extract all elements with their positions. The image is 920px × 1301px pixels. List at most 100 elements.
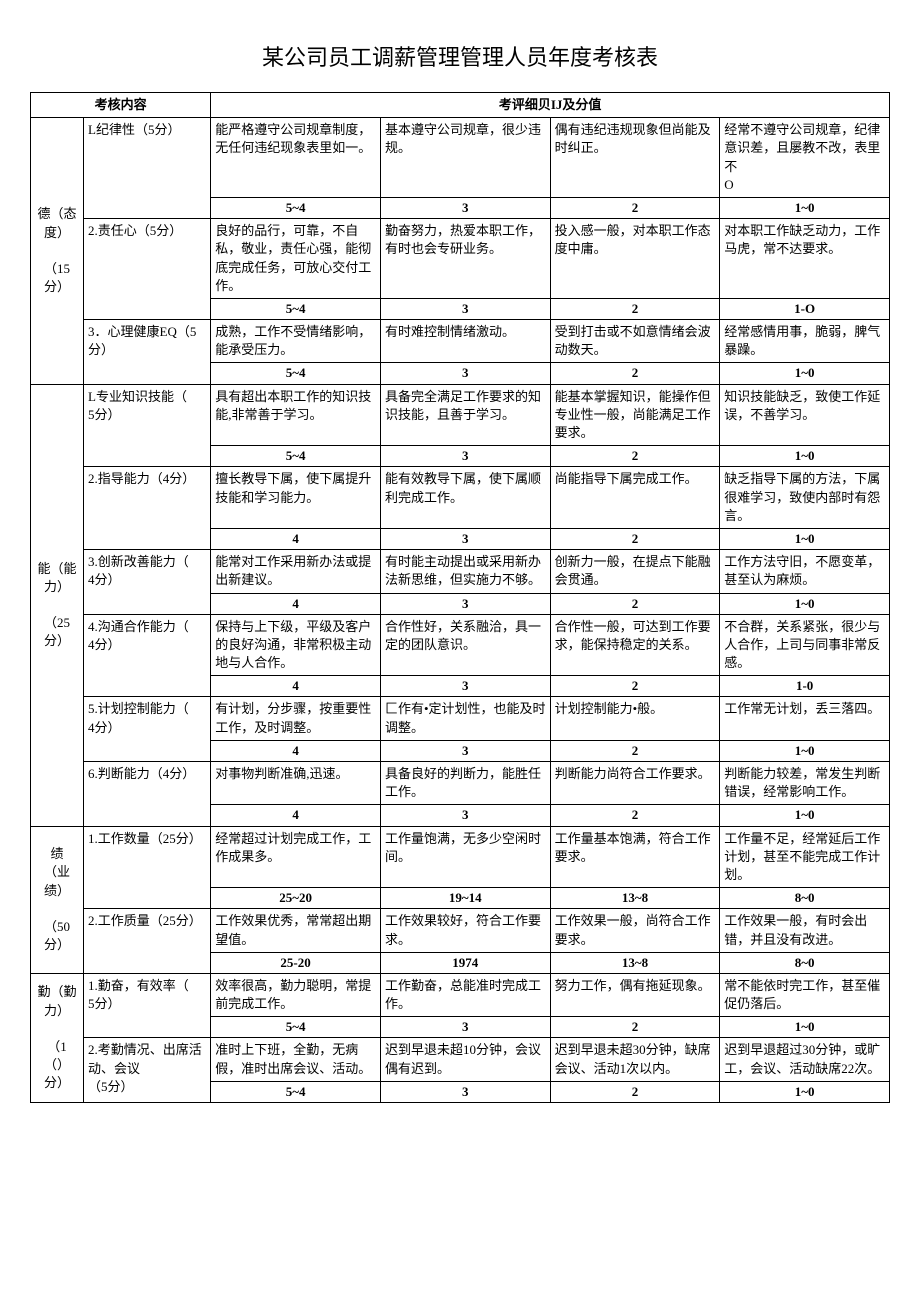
criteria-cell: 对事物判断准确,迅速。 [211,762,381,805]
score-cell: 3 [380,197,550,218]
score-cell: 19~14 [380,888,550,909]
criteria-cell: 工作方法守旧，不愿变革，甚至认为麻烦。 [720,550,890,593]
score-cell: 3 [380,528,550,549]
criteria-cell: 擅长教导下属，使下属提升技能和学习能力。 [211,467,381,529]
criteria-cell: 工作效果一般，有时会出错，并且没有改进。 [720,909,890,952]
header-detail: 考评细贝IJ及分值 [211,93,890,118]
score-cell: 3 [380,676,550,697]
criteria-cell: 工作常无计划，丢三落四。 [720,697,890,740]
category-cell: 勤（勤力） （1（） 分） [31,973,84,1102]
category-cell: 德（态度） （15 分） [31,118,84,384]
page-title: 某公司员工调薪管理管理人员年度考核表 [30,40,890,72]
criteria-cell: 经常不遵守公司规章，纪律意识差，且屡教不改，表里不 O [720,118,890,198]
score-cell: 2 [550,298,720,319]
criteria-cell: 经常超过计划完成工作，工作成果多。 [211,826,381,888]
criteria-cell: 迟到早退未超30分钟，缺席会议、活动1次以内。 [550,1038,720,1081]
criteria-cell: 基本遵守公司规章，很少违规。 [380,118,550,198]
score-cell: 1~0 [720,446,890,467]
score-cell: 4 [211,528,381,549]
score-cell: 2 [550,740,720,761]
criteria-cell: 有计划，分步骤，按重要性工作，及时调整。 [211,697,381,740]
score-cell: 5~4 [211,298,381,319]
criteria-cell: 工作勤奋，总能准时完成工作。 [380,973,550,1016]
assessment-table: 考核内容考评细贝IJ及分值德（态度） （15 分）L纪律性（5分）能严格遵守公司… [30,92,890,1103]
criteria-cell: 不合群，关系紧张，很少与人合作，上司与同事非常反感。 [720,614,890,676]
criteria-cell: 合作性一般，可达到工作要求，能保持稳定的关系。 [550,614,720,676]
score-cell: 1~0 [720,197,890,218]
score-cell: 4 [211,676,381,697]
score-cell: 1~0 [720,740,890,761]
criteria-cell: 经常感情用事，脆弱，脾气暴躁。 [720,320,890,363]
score-cell: 25~20 [211,888,381,909]
score-cell: 1-0 [720,676,890,697]
score-cell: 5~4 [211,1017,381,1038]
score-cell: 2 [550,593,720,614]
item-cell: 2.考勤情况、出席活动、会议 （5分） [84,1038,211,1103]
score-cell: 2 [550,363,720,384]
criteria-cell: 工作量饱满，无多少空闲时间。 [380,826,550,888]
item-cell: 1.工作数量（25分） [84,826,211,909]
score-cell: 2 [550,528,720,549]
criteria-cell: 偶有违纪违规现象但尚能及时纠正。 [550,118,720,198]
score-cell: 1~0 [720,1017,890,1038]
criteria-cell: 迟到早退未超10分钟，会议偶有迟到。 [380,1038,550,1081]
criteria-cell: 工作量不足，经常延后工作计划，甚至不能完成工作计划。 [720,826,890,888]
criteria-cell: 具有超出本职工作的知识技能,非常善于学习。 [211,384,381,446]
item-cell: 3．心理健康EQ（5 分） [84,320,211,385]
score-cell: 5~4 [211,197,381,218]
item-cell: 6.判断能力（4分） [84,762,211,827]
score-cell: 13~8 [550,952,720,973]
score-cell: 2 [550,805,720,826]
score-cell: 1~0 [720,528,890,549]
item-cell: 1.勤奋，有效率（ 5分） [84,973,211,1038]
criteria-cell: 判断能力尚符合工作要求。 [550,762,720,805]
score-cell: 3 [380,1081,550,1102]
score-cell: 2 [550,197,720,218]
score-cell: 1974 [380,952,550,973]
score-cell: 1~0 [720,363,890,384]
score-cell: 3 [380,446,550,467]
criteria-cell: 能常对工作采用新办法或提出新建议。 [211,550,381,593]
criteria-cell: 工作效果一般，尚符合工作要求。 [550,909,720,952]
item-cell: 2.工作质量（25分） [84,909,211,974]
criteria-cell: 工作效果较好，符合工作要求。 [380,909,550,952]
item-cell: L纪律性（5分） [84,118,211,219]
score-cell: 2 [550,446,720,467]
score-cell: 3 [380,1017,550,1038]
criteria-cell: 具备良好的判断力，能胜任工作。 [380,762,550,805]
criteria-cell: 具备完全满足工作要求的知识技能，且善于学习。 [380,384,550,446]
criteria-cell: 能严格遵守公司规章制度，无任何违纪现象表里如一。 [211,118,381,198]
criteria-cell: 工作效果优秀，常常超出期望值。 [211,909,381,952]
criteria-cell: 合作性好，关系融洽，具一定的团队意识。 [380,614,550,676]
score-cell: 3 [380,805,550,826]
item-cell: 2.指导能力（4分） [84,467,211,550]
score-cell: 3 [380,363,550,384]
item-cell: 3.创新改善能力（ 4分） [84,550,211,615]
score-cell: 5~4 [211,363,381,384]
score-cell: 8~0 [720,952,890,973]
criteria-cell: 创新力一般，在提点下能融会贯通。 [550,550,720,593]
score-cell: 4 [211,740,381,761]
score-cell: 2 [550,1081,720,1102]
criteria-cell: 迟到早退超过30分钟，或旷工，会议、活动缺席22次。 [720,1038,890,1081]
score-cell: 5~4 [211,446,381,467]
item-cell: 4.沟通合作能力（ 4分） [84,614,211,697]
category-cell: 能（能力） （25 分） [31,384,84,826]
criteria-cell: 有时难控制情绪激动。 [380,320,550,363]
score-cell: 3 [380,740,550,761]
criteria-cell: 良好的品行，可靠，不自私，敬业，责任心强，能彻底完成任务，可放心交付工作。 [211,219,381,299]
item-cell: L专业知识技能（ 5分） [84,384,211,467]
category-cell: 绩 （业 绩） （50 分） [31,826,84,973]
score-cell: 8~0 [720,888,890,909]
criteria-cell: 计划控制能力•般。 [550,697,720,740]
criteria-cell: 成熟，工作不受情绪影响，能承受压力。 [211,320,381,363]
criteria-cell: 投入感一般，对本职工作态度中庸。 [550,219,720,299]
criteria-cell: 尚能指导下属完成工作。 [550,467,720,529]
criteria-cell: 判断能力较差，常发生判断错误，经常影响工作。 [720,762,890,805]
score-cell: 2 [550,676,720,697]
score-cell: 5~4 [211,1081,381,1102]
criteria-cell: 保持与上下级，平级及客户的良好沟通，非常积极主动地与人合作。 [211,614,381,676]
criteria-cell: 能基本掌握知识，能操作但专业性一般，尚能满足工作要求。 [550,384,720,446]
criteria-cell: 准时上下班，全勤，无病假，准时出席会议、活动。 [211,1038,381,1081]
criteria-cell: 有时能主动提出或采用新办法新思维，但实施力不够。 [380,550,550,593]
